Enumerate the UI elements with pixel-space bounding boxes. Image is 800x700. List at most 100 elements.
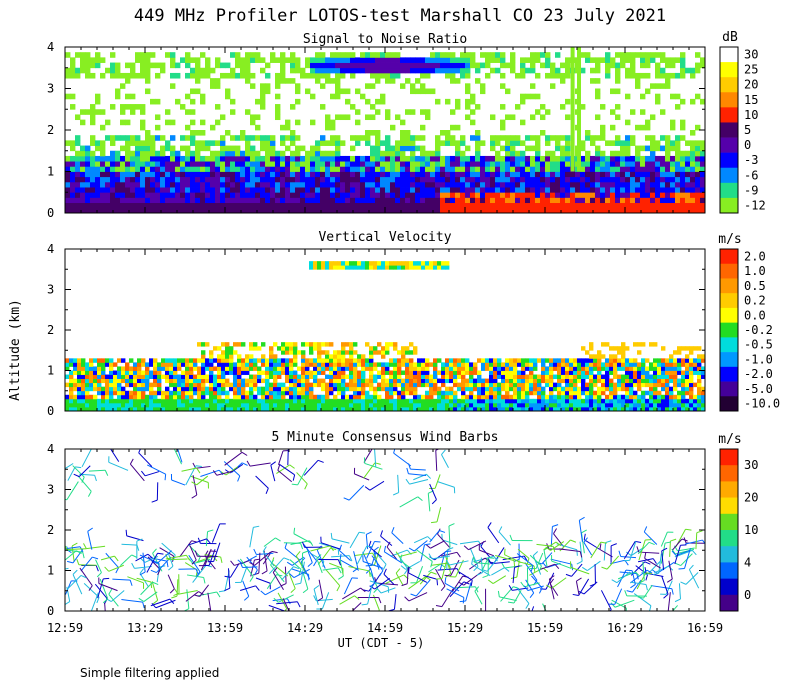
wind-barb [363, 462, 376, 479]
colorbar-label: -2.0 [744, 367, 773, 381]
wind-barb [642, 561, 645, 581]
wind-barb [208, 549, 216, 566]
wind-barb [603, 542, 607, 561]
wind-barb [437, 533, 451, 548]
colorbar-swatch [720, 249, 738, 265]
wind-barb [633, 593, 652, 607]
wind-barb [316, 558, 323, 574]
wind-barb [684, 548, 691, 569]
wind-barb [94, 583, 108, 600]
wind-barb [632, 579, 642, 593]
wind-barb [179, 540, 193, 558]
colorbar-swatch [720, 481, 738, 498]
wind-barb [429, 483, 437, 500]
colorbar-label: 0 [744, 138, 751, 152]
wind-barb [88, 469, 106, 472]
wind-barb [147, 464, 166, 475]
wind-barb [550, 558, 572, 565]
wind-barb [384, 551, 403, 564]
wind-barb [429, 530, 440, 543]
wind-barb [408, 572, 428, 583]
colorbar-swatch [720, 513, 738, 531]
wind-barb [437, 481, 455, 488]
wind-barb [428, 563, 441, 573]
wind-barb [366, 541, 375, 559]
wind-barb [188, 538, 207, 546]
colorbar-label: 20 [744, 491, 758, 505]
colorbar-swatch [720, 47, 738, 63]
y-tick-label: 2 [47, 123, 54, 137]
wind-barb [399, 560, 412, 570]
wind-barb [127, 576, 144, 584]
wind-barb [155, 599, 176, 609]
panels: Signal to Noise Ratio01234dB302520151050… [47, 30, 780, 635]
wind-barb [518, 561, 535, 567]
wind-barb [364, 462, 383, 470]
wind-barb [65, 547, 72, 554]
colorbar-swatch [720, 197, 738, 214]
wind-barb [371, 555, 384, 571]
panel-2: Vertical Velocity 0 1 2 3 4 m/s2.01.00.50.20.0… [47, 230, 780, 418]
wind-barb [297, 467, 308, 486]
y-tick-label: 0 [47, 604, 54, 618]
wind-barb [224, 451, 243, 466]
wind-barb [185, 591, 199, 602]
wind-barb [287, 449, 289, 466]
wind-barb [481, 557, 489, 571]
wind-barb [339, 595, 355, 605]
wind-barb [240, 585, 256, 591]
wind-barb [277, 470, 293, 483]
wind-barb [531, 575, 543, 589]
colorbar-swatch [720, 152, 738, 169]
colorbar-label: -3 [744, 153, 758, 167]
wind-barb [213, 542, 221, 562]
wind-barb [254, 551, 272, 566]
wind-barb [525, 579, 535, 594]
wind-barb [320, 542, 341, 550]
wind-barb [409, 479, 429, 485]
wind-barb [72, 465, 85, 478]
wind-barb [579, 541, 583, 562]
colorbar-label: -12 [744, 198, 766, 212]
wind-barb [269, 557, 285, 575]
y-tick-label: 1 [47, 165, 54, 179]
wind-barb [353, 551, 359, 569]
wind-barb [65, 463, 74, 470]
wind-barb [66, 481, 79, 501]
wind-barb [86, 545, 106, 550]
wind-barb [134, 565, 152, 569]
wind-barb [276, 464, 290, 474]
wind-barb [376, 582, 399, 586]
wind-barb [399, 496, 419, 508]
wind-barb [468, 540, 487, 551]
wind-barb [186, 574, 204, 579]
wind-barb [451, 575, 464, 593]
wind-barb [121, 599, 143, 603]
colorbar-label: 10 [744, 108, 758, 122]
wind-barb [349, 531, 360, 549]
wind-barb [211, 523, 221, 543]
wind-barb [95, 559, 102, 573]
y-tick-label: 2 [47, 523, 54, 537]
wind-barb [695, 532, 698, 550]
wind-barb [578, 578, 590, 596]
wind-barb [171, 479, 186, 486]
panel-title: Vertical Velocity [318, 230, 451, 245]
wind-barb [367, 585, 373, 605]
x-tick-label: 12:59 [47, 621, 83, 635]
wind-barb [282, 598, 290, 611]
wind-barb [614, 588, 623, 605]
colorbar-unit: m/s [718, 232, 741, 247]
wind-barb [227, 568, 231, 589]
wind-barb [487, 527, 500, 544]
wind-barb [455, 559, 464, 578]
colorbar-swatch [720, 449, 738, 466]
wind-barb [423, 574, 438, 580]
wind-barb [420, 544, 425, 562]
wind-barb [296, 472, 308, 485]
wind-barb [143, 591, 158, 602]
wind-barb [240, 566, 248, 583]
wind-barb [570, 566, 590, 575]
colorbar: m/s2.01.00.50.20.0-0.2-0.5-1.0-2.0-5.0-1… [718, 232, 780, 412]
wind-barb [278, 450, 284, 465]
